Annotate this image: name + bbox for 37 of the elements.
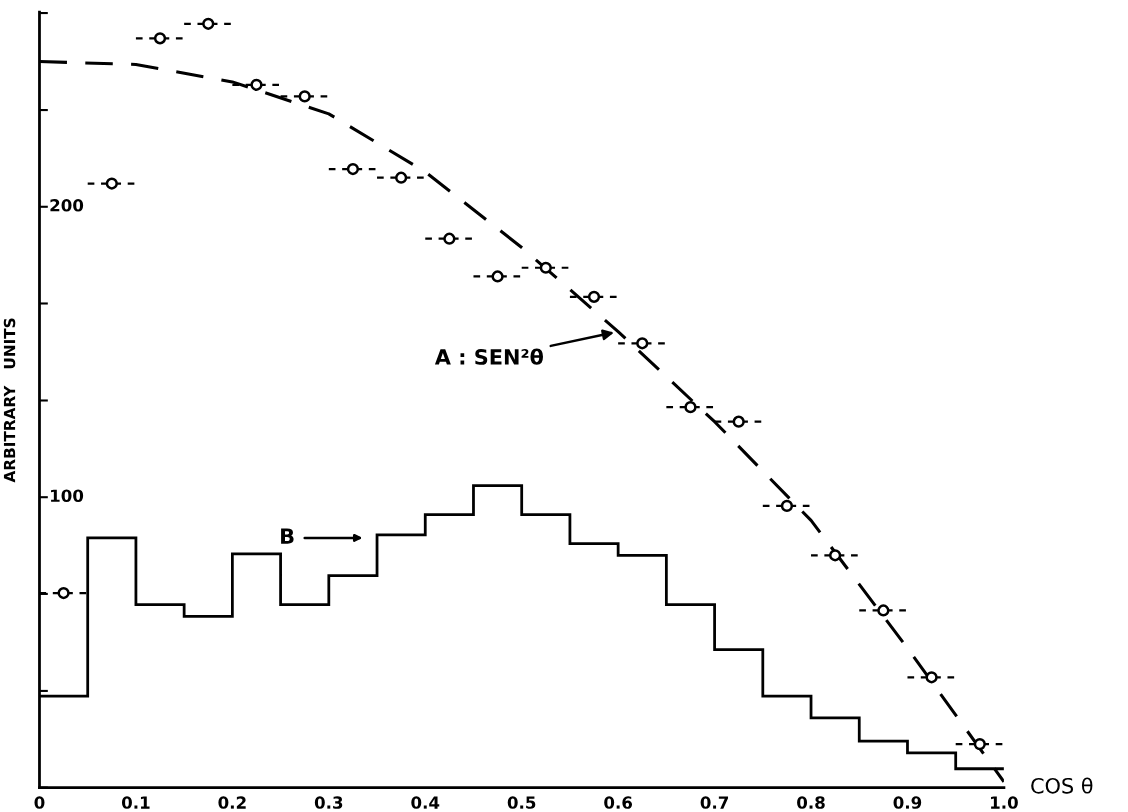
y-tick-label: 200 [50,199,84,212]
point [877,604,890,617]
annotation: B [281,528,294,544]
point [298,90,311,103]
point [346,162,360,176]
point [153,32,167,45]
point [684,401,697,414]
x-tick-label: 0.8 [797,796,825,809]
point [539,261,552,274]
x-tick-label: 0 [34,796,45,809]
y-tick-label: 100 [51,489,84,503]
x-tick-label: 0.3 [314,796,343,809]
point [491,270,504,283]
annotation: A : SEN²θ [434,348,543,365]
point [780,499,794,513]
x-tick-label: 1.0 [991,796,1018,809]
point [443,232,456,245]
x-tick-label: 0.7 [700,796,729,809]
point [829,549,842,562]
point [732,415,745,428]
y-axis-title: ARBITRARY UNITS [3,318,16,483]
x-axis-title: COS θ [1031,777,1093,794]
x-tick-label: 0.5 [507,796,536,809]
x-tick-label: 0.6 [604,796,633,809]
point [250,78,263,91]
point [57,586,70,600]
x-tick-label: 0.2 [218,796,246,809]
point [925,671,938,684]
point [105,177,118,190]
point [202,17,215,30]
point [395,171,408,184]
point [587,290,601,303]
x-tick-label: 0.4 [411,796,440,809]
point [636,337,649,350]
x-tick-label: 0.1 [121,796,150,809]
x-tick-label: 0.9 [893,796,922,809]
point [973,737,986,751]
